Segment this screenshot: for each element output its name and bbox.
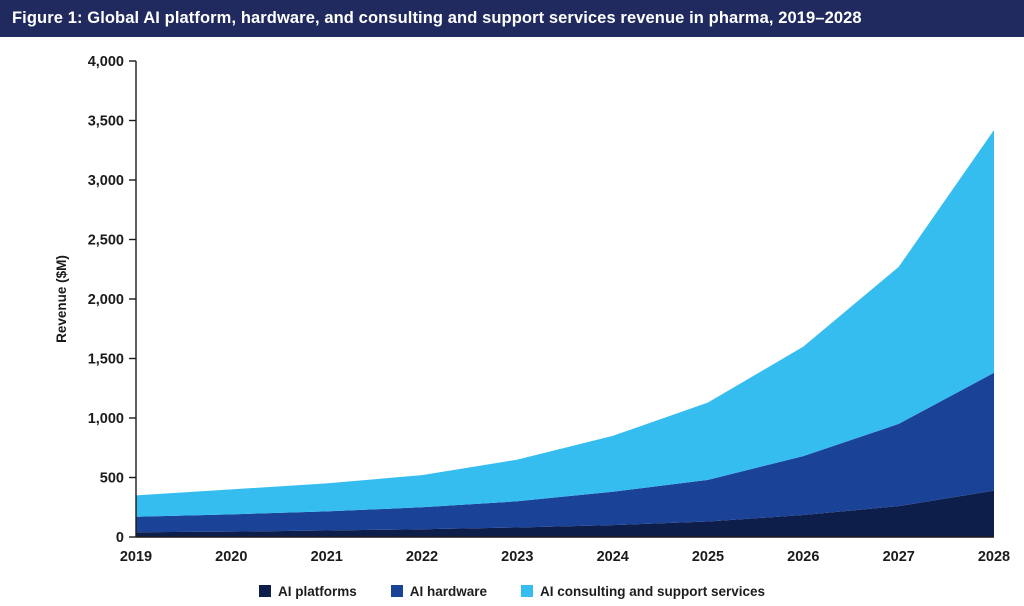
svg-text:3,500: 3,500 xyxy=(88,114,124,130)
legend-item-ai-platforms: AI platforms xyxy=(258,583,357,599)
svg-text:2,000: 2,000 xyxy=(88,292,124,308)
legend-label-ai-platforms: AI platforms xyxy=(277,583,357,599)
svg-text:2022: 2022 xyxy=(406,549,438,565)
svg-text:2021: 2021 xyxy=(311,549,343,565)
svg-text:2024: 2024 xyxy=(597,549,629,565)
figure-title: Figure 1: Global AI platform, hardware, … xyxy=(12,9,862,27)
legend-item-ai-consulting: AI consulting and support services xyxy=(521,584,765,599)
svg-text:Revenue ($M): Revenue ($M) xyxy=(54,255,69,343)
svg-text:2019: 2019 xyxy=(120,549,152,565)
svg-text:2028: 2028 xyxy=(978,549,1010,565)
svg-text:1,000: 1,000 xyxy=(88,411,124,427)
legend-swatch-ai-platforms xyxy=(258,585,271,597)
chart-area: 0 500 1,000 1,500 2,000 2,500 3,000 3,500 4,000 2… xyxy=(0,37,1024,578)
revenue-stacked-area-chart: 0 500 1,000 1,500 2,000 2,500 3,000 3,500 4,000 2… xyxy=(54,54,1010,565)
svg-text:500: 500 xyxy=(100,471,124,487)
svg-text:2020: 2020 xyxy=(215,549,247,565)
svg-text:3,000: 3,000 xyxy=(88,173,124,189)
svg-text:2,500: 2,500 xyxy=(88,233,124,249)
svg-text:1,500: 1,500 xyxy=(88,352,124,368)
legend-swatch-ai-hardware xyxy=(390,585,403,597)
legend-item-ai-hardware: AI hardware xyxy=(390,583,487,599)
chart-legend: AI platforms AI hardware AI consulting a… xyxy=(0,578,1024,604)
svg-text:0: 0 xyxy=(116,530,124,546)
svg-text:2023: 2023 xyxy=(501,549,533,565)
svg-text:4,000: 4,000 xyxy=(88,54,124,70)
legend-label-ai-consulting: AI consulting and support services xyxy=(540,583,766,599)
svg-text:2025: 2025 xyxy=(692,549,724,565)
svg-text:2027: 2027 xyxy=(883,549,915,565)
legend-swatch-ai-consulting xyxy=(521,585,533,597)
svg-text:2026: 2026 xyxy=(787,549,819,565)
legend-label-ai-hardware: AI hardware xyxy=(409,583,487,599)
figure-title-bar: Figure 1: Global AI platform, hardware, … xyxy=(0,0,1024,37)
